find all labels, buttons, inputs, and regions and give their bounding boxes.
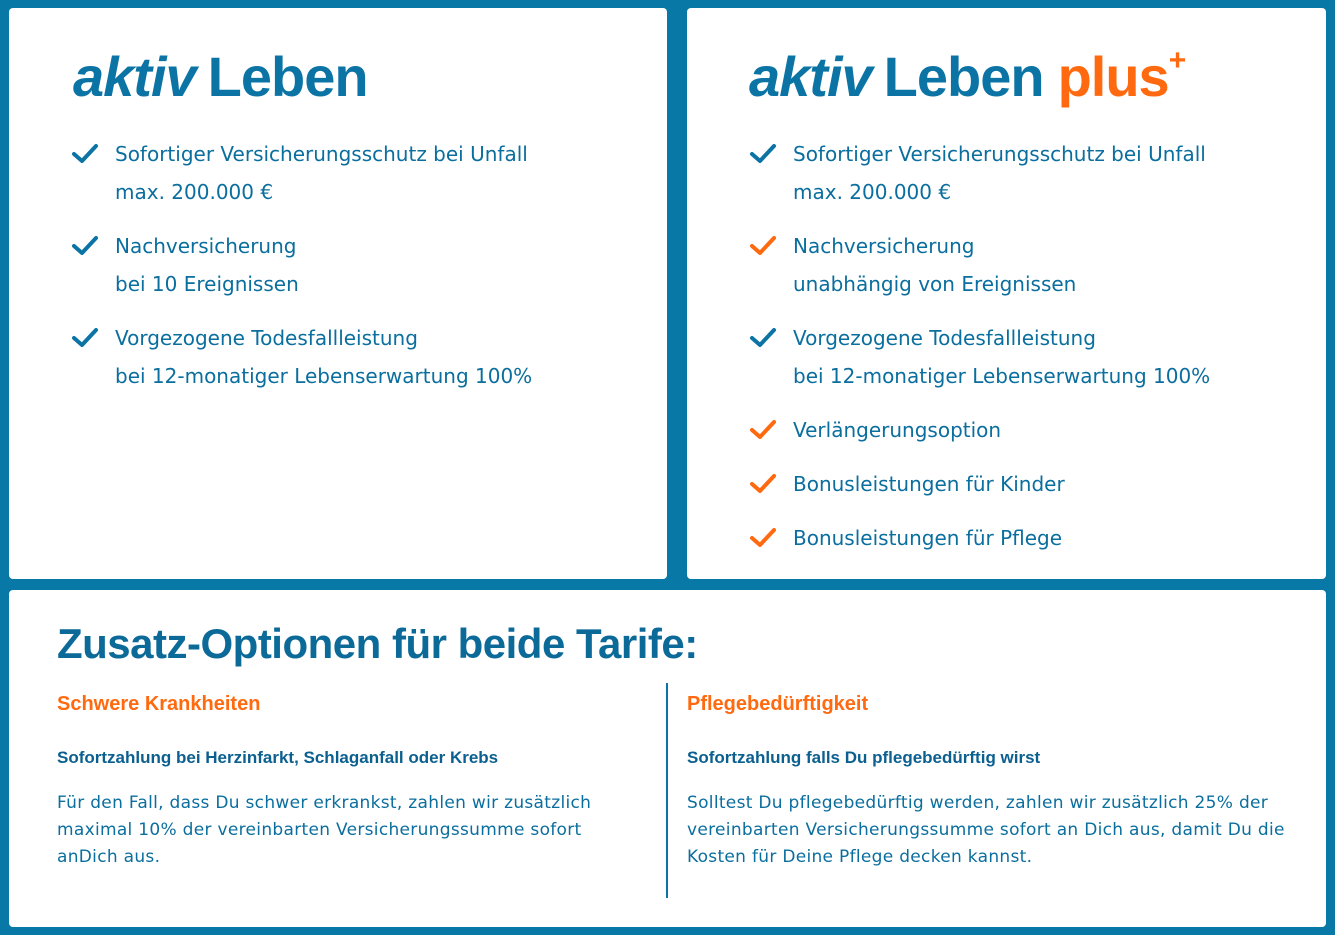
feature-item: Bonusleistungen für Pflege [749,519,1210,557]
tariff-card-aktiv-leben: aktiv Leben Sofortiger Versicherungsschut… [9,8,667,579]
feature-detail: bei 12-monatiger Lebenserwartung 100% [793,364,1211,388]
feature-title: Sofortiger Versicherungsschutz bei Unfal… [115,142,528,166]
check-icon [750,144,776,163]
feature-detail: max. 200.000 € [793,180,952,204]
option-serious-illness: Schwere Krankheiten Sofortzahlung bei He… [57,693,647,871]
logo-word: Leben [207,45,369,108]
feature-title: Nachversicherung [793,234,975,258]
option-subheading: Sofortzahlung bei Herzinfarkt, Schlaganf… [57,748,499,767]
logo-italic: aktiv [749,45,873,108]
feature-title: Bonusleistungen für Pflege [793,526,1063,550]
feature-item: Verlängerungsoption [749,411,1210,449]
feature-item: Sofortiger Versicherungsschutz bei Unfal… [749,135,1210,211]
feature-item: Bonusleistungen für Kinder [749,465,1210,503]
additional-options-card: Zusatz-Optionen für beide Tarife: Schwer… [9,590,1326,927]
option-care-need: Pflegebedürftigkeit Sofortzahlung falls … [687,693,1287,871]
feature-detail: unabhängig von Ereignissen [793,272,1077,296]
check-icon [750,328,776,347]
feature-item: Nachversicherung bei 10 Ereignissen [71,227,532,303]
check-icon [750,236,776,255]
feature-title: Sofortiger Versicherungsschutz bei Unfal… [793,142,1206,166]
check-icon [72,144,98,163]
options-title: Zusatz-Optionen für beide Tarife: [57,620,698,667]
check-icon [750,528,776,547]
option-text: Für den Fall, dass Du schwer erkrankst, … [57,793,592,867]
option-heading: Pflegebedürftigkeit [687,693,869,715]
check-icon [72,328,98,347]
feature-title: Vorgezogene Todesfallleistung [793,326,1096,350]
logo-italic: aktiv [73,45,197,108]
option-text: Solltest Du pflegebedürftig werden, zahl… [687,793,1285,867]
column-divider [666,683,668,898]
logo-plus: plus [1057,45,1170,108]
feature-title: Bonusleistungen für Kinder [793,472,1065,496]
tariff-card-aktiv-leben-plus: aktiv Leben plus+ Sofortiger Versicherungs… [687,8,1326,579]
feature-title: Vorgezogene Todesfallleistung [115,326,418,350]
logo-aktiv-leben: aktiv Leben [73,44,369,109]
feature-detail: bei 12-monatiger Lebenserwartung 100% [115,364,533,388]
feature-title: Nachversicherung [115,234,297,258]
feature-detail: bei 10 Ereignissen [115,272,299,296]
feature-item: Vorgezogene Todesfallleistung bei 12-mona… [749,319,1210,395]
logo-plus-sign: + [1168,44,1187,77]
check-icon [750,474,776,493]
option-subheading: Sofortzahlung falls Du pflegebedürftig w… [687,748,1041,767]
check-icon [72,236,98,255]
feature-item: Sofortiger Versicherungsschutz bei Unfal… [71,135,532,211]
option-heading: Schwere Krankheiten [57,693,261,715]
logo-aktiv-leben-plus: aktiv Leben plus+ [749,44,1187,109]
check-icon [750,420,776,439]
feature-item: Nachversicherung unabhängig von Ereigniss… [749,227,1210,303]
feature-list: Sofortiger Versicherungsschutz bei Unfal… [71,135,532,411]
feature-title: Verlängerungsoption [793,418,1002,442]
feature-list: Sofortiger Versicherungsschutz bei Unfal… [749,135,1210,573]
feature-detail: max. 200.000 € [115,180,274,204]
feature-item: Vorgezogene Todesfallleistung bei 12-mona… [71,319,532,395]
logo-word: Leben [883,45,1045,108]
